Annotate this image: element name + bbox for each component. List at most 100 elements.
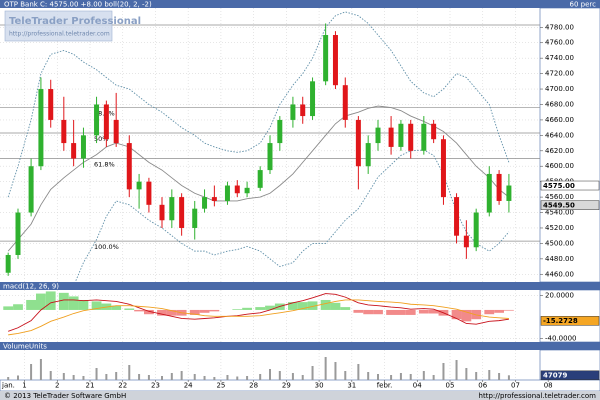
macd-histogram-bar [242,307,252,310]
volume-bar [39,359,42,380]
watermark-title: TeleTrader Professional [9,16,141,27]
value-box [540,316,600,326]
macd-histogram-bar [288,302,298,310]
candle-body [5,254,11,273]
macd-histogram-bar [36,293,46,310]
macd-histogram-bar [330,302,341,310]
macd-histogram-bar [265,305,275,310]
candle-body [159,204,165,221]
candle-body [277,119,283,144]
candle-body [38,89,44,167]
candle-body [454,197,460,236]
candle-body [113,119,119,144]
volume-bar [62,373,65,380]
candle-body [103,104,109,140]
volume-bar [311,366,314,380]
volume-bar [259,374,262,380]
macd-histogram-bar [461,309,472,322]
volume-bar [409,374,412,380]
volume-bar [278,371,281,380]
y-tick-label: 4620.00 [545,147,574,155]
band-middle [7,105,510,252]
x-tick-label: 04 [413,382,422,390]
macd-histogram-bar [91,301,102,310]
volume-bar [170,373,173,380]
signal-line [8,299,509,336]
candle-body [179,197,185,228]
candle-body [71,143,77,159]
candle-body [257,170,263,188]
panel-title: macd(12, 26, 9) [3,282,59,290]
y-tick-label: 4480.00 [545,255,574,263]
y-tick-label: 4740.00 [545,54,574,62]
candle-body [224,185,230,201]
volume-bar [357,364,360,380]
volume-bar [432,375,435,380]
value-box-label: -15.2728 [543,317,578,325]
panel-volume [7,350,516,380]
macd-histogram-bar [58,292,69,310]
macd-histogram-bar [134,309,144,312]
volume-bar [475,372,478,380]
y-tick-label: 20.0000 [545,292,574,300]
y-tick-label: 4500.00 [545,239,574,247]
macd-histogram-bar [189,309,200,315]
band-upper [7,11,510,198]
candle-body [365,143,371,167]
macd-histogram-bar [396,309,406,315]
x-tick-label: 30 [315,382,324,390]
macd-histogram-bar [428,309,439,314]
value-box [540,370,600,381]
macd-histogram-bar [166,309,177,316]
x-tick-label: febr. [377,382,393,390]
candle-body [211,197,217,201]
volume-bar [377,374,379,380]
volume-bar [498,373,501,380]
macd-histogram-bar [297,302,308,310]
macd-histogram-bar [232,309,243,310]
volume-bar [17,375,19,380]
candle-body [146,181,152,205]
x-tick-label: 07 [511,382,520,390]
y-tick-label: 4780.00 [545,23,574,31]
macd-histogram-bar [26,299,36,310]
candle-body [342,85,348,120]
candle-body [323,35,329,82]
volume-bar [488,370,491,380]
macd-histogram-bar [255,307,266,310]
macd-histogram-bar [353,309,364,313]
candle-body [375,127,381,144]
panel-candlestick: 38.2%50%61.8%100.0% [0,8,540,282]
y-tick-label: 4660.00 [545,116,574,124]
fib-label: 100.0% [94,243,119,251]
x-tick-label: 2 [55,382,59,390]
volume-bar [226,375,229,380]
volume-bar [213,377,216,380]
volume-bar [246,376,249,380]
volume-bar [390,375,393,380]
volume-bar [82,376,85,380]
volume-bar [30,364,33,380]
y-tick-label: 4540.00 [545,209,574,217]
macd-histogram-bar [111,305,122,310]
volume-bar [399,373,402,380]
candle-body [169,197,175,221]
volume-bar [422,371,425,380]
footer-copyright: © 2013 TeleTrader Software GmbH [4,392,126,400]
candle-body [506,185,512,201]
fib-label: 50% [94,135,108,143]
macd-histogram-bar [144,309,154,315]
macd-histogram-bar [68,296,79,310]
y-tick-label: 4520.00 [545,224,574,232]
y-tick-label: 4460.00 [545,270,574,278]
x-tick-label: 28 [249,382,258,390]
volume-bar [7,377,10,380]
band-lower [74,149,510,282]
candle-body [126,143,132,190]
candle-body [355,119,361,167]
fib-label: 61.8% [94,161,115,169]
candle-body [440,139,446,198]
period: 60 perc [570,0,597,8]
y-tick-label: 4600.00 [545,162,574,170]
